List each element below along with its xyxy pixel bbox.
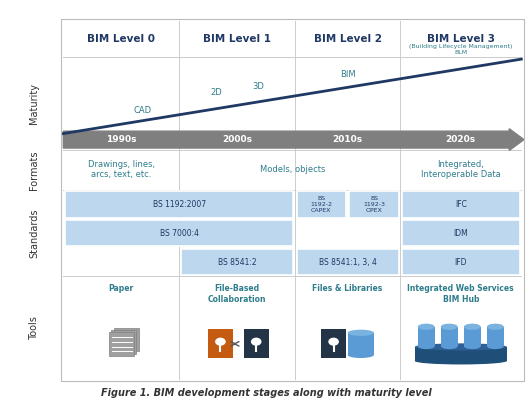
- Ellipse shape: [347, 352, 374, 358]
- Text: BS 1192:2007: BS 1192:2007: [153, 200, 206, 209]
- Text: IFC: IFC: [455, 200, 467, 209]
- Text: IDM: IDM: [453, 228, 468, 238]
- Text: BIM Level 0: BIM Level 0: [87, 34, 155, 44]
- Text: 1990s: 1990s: [106, 135, 137, 144]
- Text: BS 7000:4: BS 7000:4: [160, 228, 198, 238]
- Text: BIM Level 1: BIM Level 1: [203, 34, 271, 44]
- Text: BS
1192-3
OPEX: BS 1192-3 OPEX: [363, 196, 385, 213]
- Text: Drawings, lines,
arcs, text, etc.: Drawings, lines, arcs, text, etc.: [88, 160, 155, 180]
- Text: Tools: Tools: [29, 316, 39, 340]
- Text: BIM Level 3: BIM Level 3: [427, 34, 495, 44]
- FancyBboxPatch shape: [321, 329, 346, 358]
- Text: Paper: Paper: [109, 284, 134, 293]
- Text: File-Based
Collaboration: File-Based Collaboration: [208, 284, 267, 304]
- Ellipse shape: [418, 343, 435, 349]
- Circle shape: [328, 337, 339, 346]
- Text: Figure 1. BIM development stages along with maturity level: Figure 1. BIM development stages along w…: [101, 388, 431, 398]
- FancyBboxPatch shape: [415, 347, 507, 361]
- FancyBboxPatch shape: [347, 333, 374, 355]
- FancyBboxPatch shape: [402, 249, 520, 275]
- Text: 2000s: 2000s: [222, 135, 252, 144]
- FancyBboxPatch shape: [464, 327, 481, 346]
- Ellipse shape: [487, 343, 504, 349]
- FancyBboxPatch shape: [65, 191, 293, 217]
- Text: Files & Libraries: Files & Libraries: [312, 284, 383, 293]
- Text: BIM Level 2: BIM Level 2: [313, 34, 381, 44]
- FancyBboxPatch shape: [181, 249, 293, 275]
- Ellipse shape: [415, 344, 507, 350]
- Text: Integrated Web Services
BIM Hub: Integrated Web Services BIM Hub: [408, 284, 514, 304]
- Text: (Building Lifecycle Management)
BLM: (Building Lifecycle Management) BLM: [409, 44, 512, 55]
- FancyBboxPatch shape: [402, 220, 520, 246]
- Text: Standards: Standards: [29, 208, 39, 258]
- Text: 3D: 3D: [252, 82, 264, 91]
- Ellipse shape: [464, 324, 481, 330]
- FancyBboxPatch shape: [208, 329, 232, 358]
- Ellipse shape: [441, 324, 458, 330]
- Text: Formats: Formats: [29, 150, 39, 190]
- Text: 2010s: 2010s: [332, 135, 363, 144]
- Ellipse shape: [441, 343, 458, 349]
- FancyBboxPatch shape: [65, 220, 293, 246]
- Circle shape: [251, 337, 262, 346]
- Text: 2D: 2D: [210, 89, 222, 98]
- FancyBboxPatch shape: [402, 191, 520, 217]
- FancyBboxPatch shape: [109, 332, 134, 355]
- FancyBboxPatch shape: [418, 327, 435, 346]
- Ellipse shape: [418, 324, 435, 330]
- Ellipse shape: [415, 357, 507, 364]
- Text: Models, objects: Models, objects: [260, 165, 325, 174]
- FancyBboxPatch shape: [487, 327, 504, 346]
- Text: Integrated,
Interoperable Data: Integrated, Interoperable Data: [421, 160, 501, 180]
- FancyBboxPatch shape: [244, 329, 269, 358]
- Ellipse shape: [347, 330, 374, 336]
- FancyBboxPatch shape: [114, 328, 139, 352]
- Ellipse shape: [487, 324, 504, 330]
- Text: BIM: BIM: [340, 70, 355, 79]
- Ellipse shape: [464, 343, 481, 349]
- FancyBboxPatch shape: [111, 330, 137, 353]
- FancyArrow shape: [63, 129, 524, 151]
- FancyBboxPatch shape: [296, 191, 346, 217]
- Text: 2020s: 2020s: [446, 135, 476, 144]
- Text: BS 8541:1, 3, 4: BS 8541:1, 3, 4: [319, 257, 377, 266]
- Circle shape: [215, 337, 226, 346]
- Text: CAD: CAD: [133, 106, 151, 115]
- Text: BS
1192-2
CAPEX: BS 1192-2 CAPEX: [310, 196, 332, 213]
- FancyBboxPatch shape: [441, 327, 458, 346]
- Text: BS 8541:2: BS 8541:2: [218, 257, 256, 266]
- Text: Maturity: Maturity: [29, 83, 39, 124]
- Text: IFD: IFD: [454, 257, 467, 266]
- FancyBboxPatch shape: [349, 191, 398, 217]
- FancyBboxPatch shape: [296, 249, 398, 275]
